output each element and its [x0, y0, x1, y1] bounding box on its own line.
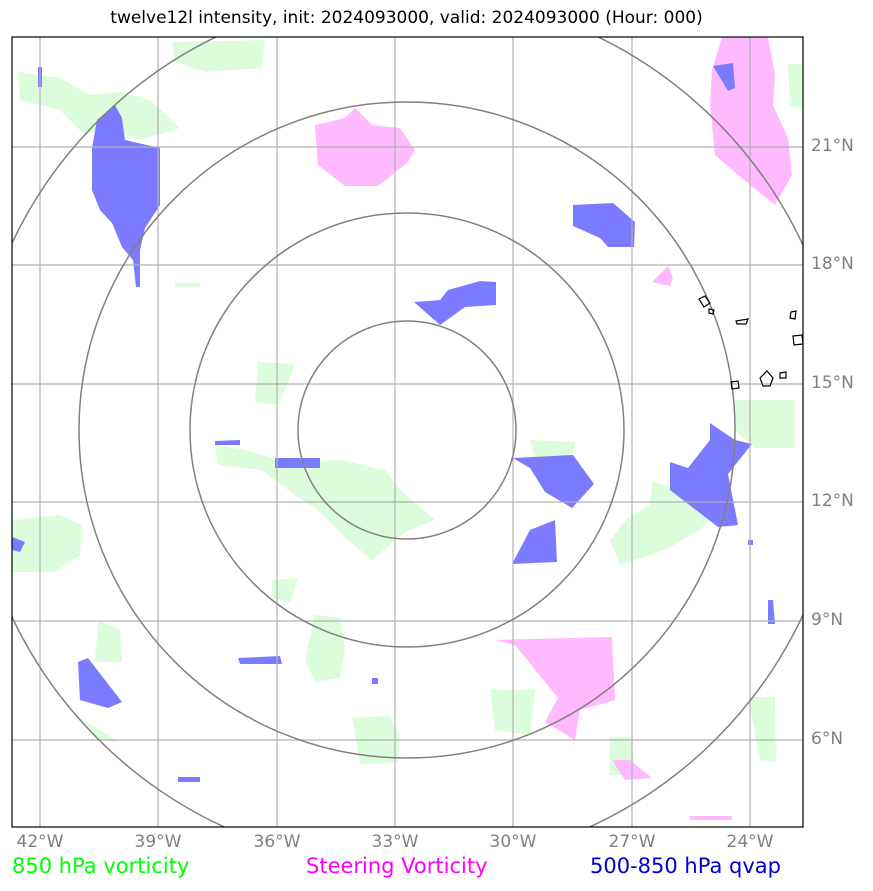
lat-label-12n: 12°N	[811, 491, 854, 511]
lat-label-15n: 15°N	[811, 373, 854, 393]
legend-850-vorticity: 850 hPa vorticity	[12, 854, 190, 878]
range-rings	[12, 37, 803, 827]
lon-label-36w: 36°W	[253, 832, 301, 852]
lat-label-6n: 6°N	[811, 729, 844, 749]
lon-label-27w: 27°W	[608, 832, 656, 852]
lon-label-42w: 42°W	[16, 832, 64, 852]
lat-label-9n: 9°N	[811, 610, 844, 630]
map-frame	[11, 36, 804, 828]
steering-vorticity-fields	[315, 37, 792, 820]
lat-lon-gridlines	[12, 37, 803, 827]
qvap-fields	[12, 63, 775, 782]
lon-label-33w: 33°W	[371, 832, 419, 852]
lon-label-30w: 30°W	[489, 832, 537, 852]
lat-label-21n: 21°N	[811, 136, 854, 156]
lat-label-18n: 18°N	[811, 254, 854, 274]
legend-steering-vorticity: Steering Vorticity	[306, 854, 488, 878]
lon-label-39w: 39°W	[134, 832, 182, 852]
map-title: twelve12l intensity, init: 2024093000, v…	[110, 8, 703, 28]
island-coastlines	[698, 295, 803, 390]
legend-qvap: 500-850 hPa qvap	[590, 854, 781, 878]
lon-label-24w: 24°W	[726, 832, 774, 852]
